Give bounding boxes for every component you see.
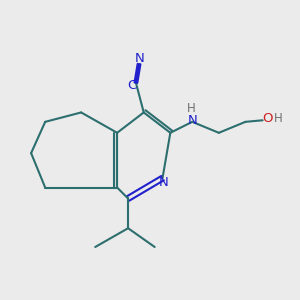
Text: C: C [127,79,136,92]
Text: N: N [158,176,168,189]
Text: N: N [135,52,145,65]
Text: O: O [262,112,273,125]
Text: N: N [188,114,197,127]
Text: H: H [274,112,283,125]
Text: H: H [187,102,196,115]
